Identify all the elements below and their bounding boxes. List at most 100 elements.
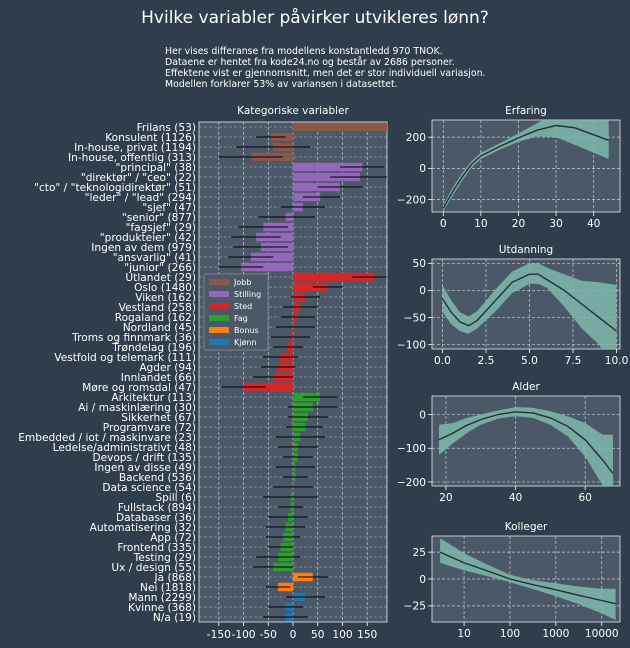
legend-swatch [209,291,229,297]
subplot-title: Alder [512,381,540,393]
bar-label: Sikkerhet (67) [121,412,196,424]
bar-label: Arkitektur (113) [111,392,196,404]
series-line [439,551,616,605]
legend-label: Jobb [233,278,251,287]
x-tick-label: 10000 [585,628,619,640]
y-tick-label: −100 [397,339,426,351]
series-line [442,124,609,209]
bar-label: Troms og finnmark (36) [71,332,196,344]
bar-label: Programvare (72) [103,422,196,434]
bar-label: Embedded / iot / maskinvare (23) [18,432,196,444]
subtitle-line: Dataene er hentet fra kode24.no og bestå… [165,57,455,68]
bar-label: "cto" / "teknologidirektør" (51) [34,182,196,194]
bar-label: Backend (536) [119,472,196,484]
x-tick-label: 10 [457,628,471,640]
bar [293,282,328,292]
bar-label: Spill (6) [155,492,196,504]
bar-label: Vestland (258) [119,302,196,314]
y-tick-label: 0 [419,574,426,586]
bar-label: "fagsjef" (29) [125,222,196,234]
confidence-band [443,120,609,212]
subplot-title: Kolleger [505,521,548,533]
bar-label: Rogaland (162) [115,312,196,324]
bar-label: Ingen av disse (49) [94,462,196,474]
bar-label: "produkteier" (42) [100,232,196,244]
y-tick-label: −200 [397,477,426,489]
x-tick-label: 60 [578,492,592,504]
legend-label: Kjønn [234,338,257,347]
y-tick-label: 0 [419,285,426,297]
x-tick-label: 100 [332,629,352,641]
bar-label: Frilans (53) [137,122,196,134]
y-tick-label: −200 [397,194,426,206]
legend-swatch [209,315,229,321]
bar-label: Mann (2299) [128,592,196,604]
bar-label: "junior" (266) [124,262,196,274]
subplot-title: Utdanning [499,244,553,256]
bar-label: "direktør" / "ceo" (22) [81,172,196,184]
series-group [439,538,616,620]
y-tick-label: −25 [404,601,426,613]
y-tick-label: −50 [404,312,427,324]
subtitle-line: Her vises differanse fra modellens konst… [165,46,443,57]
bar-label: Agder (94) [139,362,196,374]
bar-label: Devops / drift (135) [92,452,196,464]
subtitle-line: Effektene vist er gjennomsnitt, men det … [165,68,486,79]
subtitle-line: Modellen forklarer 53% av variansen i da… [165,79,398,90]
y-tick-label: −100 [397,443,426,455]
bar-label: Utlandet (29) [125,272,196,284]
legend-swatch [209,327,229,333]
x-tick-label: 0 [290,629,297,641]
bar-label: Trøndelag (196) [111,342,196,354]
bar-label: Konsulent (1126) [105,132,196,144]
confidence-band [442,263,617,349]
y-tick-label: 200 [406,132,426,144]
x-tick-label: -100 [232,629,256,641]
series-group [441,263,617,349]
x-tick-label: 40 [587,218,601,230]
x-tick-label: 100 [500,628,520,640]
bar-label: Data science (54) [102,482,196,494]
bar-label: In-house, privat (1194) [74,142,196,154]
x-tick-label: 40 [509,492,523,504]
bar [293,272,375,282]
bar-label: Ingen av dem (979) [91,242,196,254]
bar-label: "principal" (38) [115,162,196,174]
bar-label: Ai / maskinlæring (30) [78,402,196,414]
x-tick-label: 20 [512,218,526,230]
legend-label: Fag [234,314,248,323]
x-tick-label: 7.5 [565,355,582,367]
x-tick-label: 150 [357,629,377,641]
legend-swatch [209,279,229,285]
bar-label: Innlandet (66) [121,372,196,384]
chart-title: Hvilke variabler påvirker utvikleres løn… [141,8,489,28]
series-group [442,120,609,212]
bar-label: "leder" / "lead" (294) [85,192,196,204]
bar [293,172,360,182]
x-tick-label: 10.0 [605,355,629,367]
bar-label: Automatisering (32) [90,522,196,534]
bar [243,382,293,392]
bar-label: Nordland (45) [123,322,196,334]
x-tick-label: 10 [474,218,488,230]
x-tick-label: -150 [207,629,231,641]
bar-label: Fullstack (894) [118,502,196,514]
series-line [441,273,617,332]
legend-swatch [209,339,229,345]
bar-label: Ja (868) [154,572,196,584]
bar-label: Ux / design (55) [111,562,196,574]
bar-label: Databaser (36) [116,512,196,524]
bar-label: N/a (19) [153,612,196,624]
legend-label: Stilling [234,290,261,299]
y-tick-label: 50 [413,258,427,270]
series-group [438,407,614,486]
x-tick-label: 50 [311,629,325,641]
y-tick-label: 0 [419,409,426,421]
bar-label: Ledelse/administrativt (48) [53,442,196,454]
legend-label: Sted [234,302,252,311]
bar-label: Frontend (335) [117,542,196,554]
x-tick-label: 20 [439,492,453,504]
bar [293,162,363,172]
bar-label: In-house, offentlig (313) [68,152,196,164]
